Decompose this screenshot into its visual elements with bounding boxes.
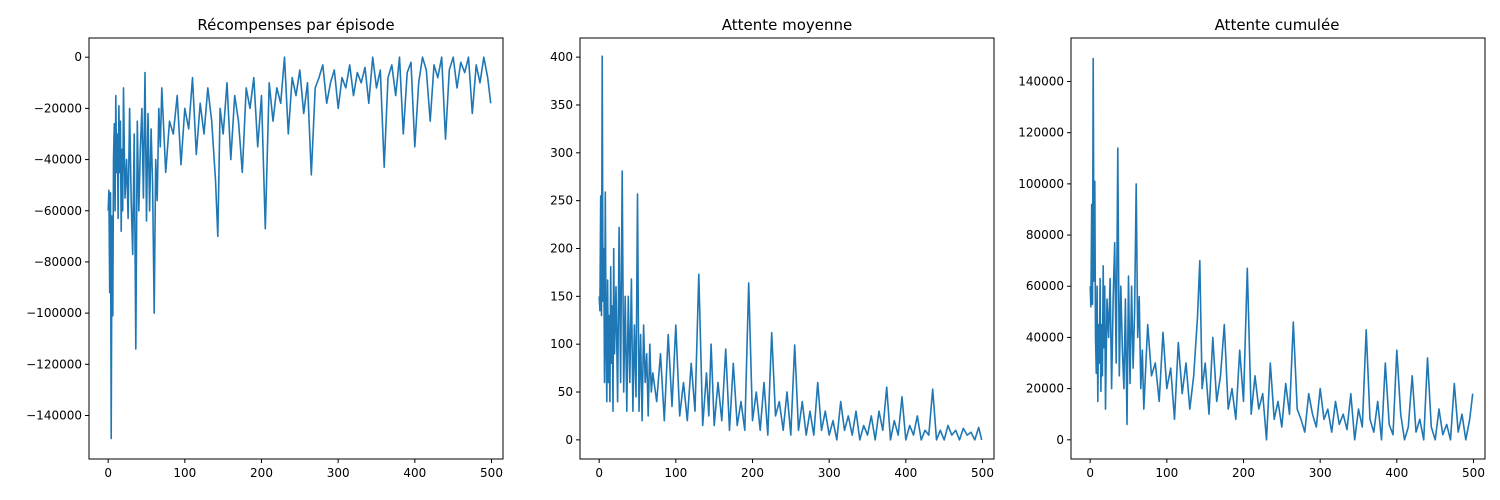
panel-cumulative-wait: Attente cumulée 0 100 200 300 400 500 0 20000 40…	[1018, 16, 1486, 480]
y-tick-label: −80000	[34, 255, 82, 269]
x-tick-label: 0	[595, 466, 603, 480]
y-tick-label: 200	[550, 242, 573, 256]
y-tick-label: −60000	[34, 204, 82, 218]
x-tick-label: 400	[894, 466, 917, 480]
x-tick-label: 300	[327, 466, 350, 480]
tick-layer: 0 100 200 300 400 500 0 20000 40000 60000 80000 100…	[1018, 75, 1485, 480]
plot-area	[598, 55, 983, 441]
panel-mean-wait: Attente moyenne 0 100 200 300 400 500 0 50 100 15…	[550, 16, 995, 480]
x-tick-label: 300	[818, 466, 841, 480]
x-tick-label: 400	[1385, 466, 1408, 480]
x-tick-label: 200	[1232, 466, 1255, 480]
y-tick-label: 150	[550, 289, 573, 303]
x-tick-label: 100	[1155, 466, 1178, 480]
series-line	[598, 55, 983, 441]
y-tick-label: 0	[565, 433, 573, 447]
y-tick-label: 400	[550, 50, 573, 64]
x-tick-label: 300	[1309, 466, 1332, 480]
y-tick-label: 100	[550, 337, 573, 351]
x-tick-label: 500	[480, 466, 503, 480]
plot-area	[1089, 57, 1474, 441]
x-tick-label: 0	[1086, 466, 1094, 480]
y-tick-label: 350	[550, 98, 573, 112]
x-tick-label: 200	[741, 466, 764, 480]
y-tick-label: 0	[74, 50, 82, 64]
x-tick-label: 200	[250, 466, 273, 480]
series-line	[1089, 57, 1474, 441]
y-tick-label: −140000	[26, 408, 82, 422]
y-tick-label: 20000	[1026, 382, 1064, 396]
y-tick-label: 0	[1056, 433, 1064, 447]
y-tick-label: 300	[550, 146, 573, 160]
y-tick-label: −100000	[26, 306, 82, 320]
panel-rewards: Récompenses par épisode 0 100 200 300 400 500…	[26, 16, 504, 480]
y-tick-label: −40000	[34, 153, 82, 167]
plot-area	[107, 56, 492, 440]
y-tick-label: 250	[550, 194, 573, 208]
y-tick-label: 100000	[1018, 177, 1064, 191]
x-tick-label: 0	[104, 466, 112, 480]
x-tick-label: 400	[403, 466, 426, 480]
axes-frame	[88, 37, 504, 460]
y-tick-label: −20000	[34, 101, 82, 115]
y-tick-label: 140000	[1018, 75, 1064, 89]
series-line	[107, 56, 492, 440]
y-tick-label: 80000	[1026, 228, 1064, 242]
axes-frame	[1070, 37, 1486, 460]
x-tick-label: 100	[664, 466, 687, 480]
panel-title: Attente moyenne	[722, 16, 853, 34]
y-tick-label: 40000	[1026, 330, 1064, 344]
tick-layer: 0 100 200 300 400 500 −140000 −120000 −100000 −80…	[26, 50, 503, 480]
y-tick-label: 50	[558, 385, 573, 399]
y-tick-label: −120000	[26, 357, 82, 371]
y-tick-label: 60000	[1026, 279, 1064, 293]
x-tick-label: 500	[971, 466, 994, 480]
panel-title: Attente cumulée	[1215, 16, 1340, 34]
tick-layer: 0 100 200 300 400 500 0 50 100 150 200 250 300 350 400	[550, 50, 994, 480]
x-tick-label: 500	[1462, 466, 1485, 480]
panel-title: Récompenses par épisode	[197, 16, 394, 34]
x-tick-label: 100	[173, 466, 196, 480]
y-tick-label: 120000	[1018, 126, 1064, 140]
